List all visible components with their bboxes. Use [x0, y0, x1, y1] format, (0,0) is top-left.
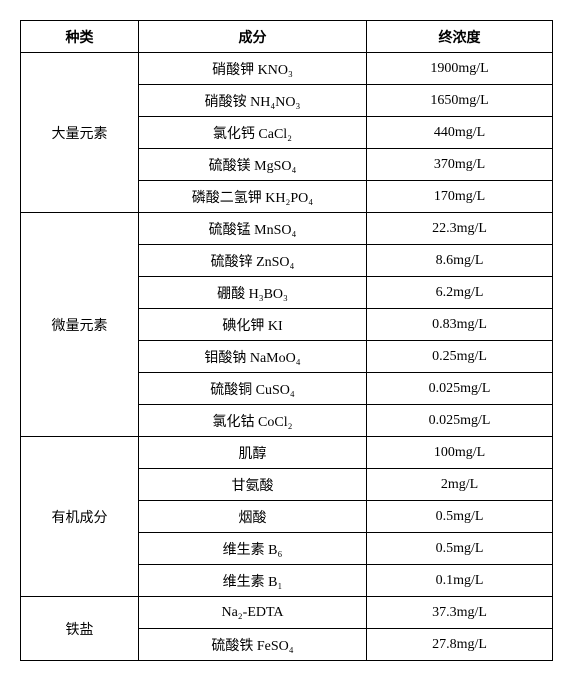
table-header-row: 种类 成分 终浓度 — [21, 21, 553, 53]
header-component: 成分 — [139, 21, 367, 53]
concentration-cell: 0.5mg/L — [367, 533, 553, 565]
table-row: 铁盐Na₂-EDTA37.3mg/L — [21, 597, 553, 629]
concentration-cell: 1650mg/L — [367, 85, 553, 117]
component-cell: 维生素 B₆ — [139, 533, 367, 565]
concentration-cell: 8.6mg/L — [367, 245, 553, 277]
component-cell: 硫酸铁 FeSO₄ — [139, 629, 367, 661]
component-cell: 甘氨酸 — [139, 469, 367, 501]
component-cell: 硝酸钾 KNO₃ — [139, 53, 367, 85]
concentration-cell: 22.3mg/L — [367, 213, 553, 245]
component-cell: 肌醇 — [139, 437, 367, 469]
component-cell: 硝酸铵 NH₄NO₃ — [139, 85, 367, 117]
concentration-cell: 6.2mg/L — [367, 277, 553, 309]
component-cell: 硫酸镁 MgSO₄ — [139, 149, 367, 181]
component-cell: Na₂-EDTA — [139, 597, 367, 629]
concentration-cell: 0.83mg/L — [367, 309, 553, 341]
concentration-cell: 37.3mg/L — [367, 597, 553, 629]
medium-composition-table: 种类 成分 终浓度 大量元素硝酸钾 KNO₃1900mg/L硝酸铵 NH₄NO₃… — [20, 20, 553, 661]
header-category: 种类 — [21, 21, 139, 53]
component-cell: 硼酸 H₃BO₃ — [139, 277, 367, 309]
category-cell: 有机成分 — [21, 437, 139, 597]
header-concentration: 终浓度 — [367, 21, 553, 53]
component-cell: 氯化钙 CaCl₂ — [139, 117, 367, 149]
concentration-cell: 440mg/L — [367, 117, 553, 149]
table-row: 有机成分肌醇100mg/L — [21, 437, 553, 469]
category-cell: 铁盐 — [21, 597, 139, 661]
category-cell: 微量元素 — [21, 213, 139, 437]
concentration-cell: 370mg/L — [367, 149, 553, 181]
table-row: 大量元素硝酸钾 KNO₃1900mg/L — [21, 53, 553, 85]
concentration-cell: 100mg/L — [367, 437, 553, 469]
component-cell: 硫酸锰 MnSO₄ — [139, 213, 367, 245]
concentration-cell: 0.025mg/L — [367, 373, 553, 405]
concentration-cell: 0.5mg/L — [367, 501, 553, 533]
component-cell: 硫酸铜 CuSO₄ — [139, 373, 367, 405]
concentration-cell: 1900mg/L — [367, 53, 553, 85]
concentration-cell: 0.025mg/L — [367, 405, 553, 437]
component-cell: 钼酸钠 NaMoO₄ — [139, 341, 367, 373]
component-cell: 碘化钾 KI — [139, 309, 367, 341]
concentration-cell: 0.25mg/L — [367, 341, 553, 373]
table-row: 微量元素硫酸锰 MnSO₄22.3mg/L — [21, 213, 553, 245]
component-cell: 维生素 B₁ — [139, 565, 367, 597]
category-cell: 大量元素 — [21, 53, 139, 213]
concentration-cell: 2mg/L — [367, 469, 553, 501]
concentration-cell: 170mg/L — [367, 181, 553, 213]
component-cell: 氯化钴 CoCl₂ — [139, 405, 367, 437]
table-body: 大量元素硝酸钾 KNO₃1900mg/L硝酸铵 NH₄NO₃1650mg/L氯化… — [21, 53, 553, 661]
concentration-cell: 27.8mg/L — [367, 629, 553, 661]
component-cell: 烟酸 — [139, 501, 367, 533]
concentration-cell: 0.1mg/L — [367, 565, 553, 597]
component-cell: 硫酸锌 ZnSO₄ — [139, 245, 367, 277]
component-cell: 磷酸二氢钾 KH₂PO₄ — [139, 181, 367, 213]
